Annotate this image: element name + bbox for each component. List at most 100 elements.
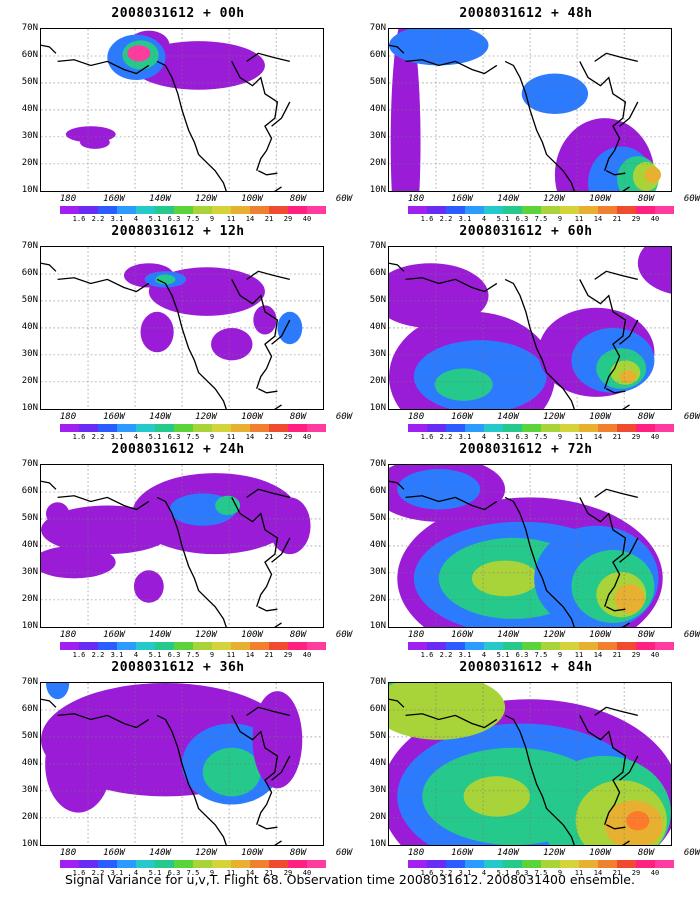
forecast-panel: 2008031612 + 24h 70N 60N 50N 40N 30N 20N 10N 180… xyxy=(8,442,352,660)
panel-title: 2008031612 + 84h xyxy=(459,660,593,675)
lon-label: 100W xyxy=(241,194,263,204)
lon-label: 80W xyxy=(289,194,307,204)
variance-region xyxy=(390,29,421,191)
lat-label: 70N xyxy=(21,241,38,251)
lat-label: 60N xyxy=(369,704,386,714)
coastline xyxy=(41,698,57,708)
colorbar-value: 29 xyxy=(283,433,293,441)
colorbar-value: 21 xyxy=(612,433,622,441)
colorbar-value: 1.6 xyxy=(72,651,86,659)
colorbar-value: 7.5 xyxy=(186,869,200,877)
variance-region xyxy=(253,305,277,335)
lon-label: 160W xyxy=(451,412,473,422)
lon-label: 140W xyxy=(149,630,171,640)
lat-label: 50N xyxy=(21,731,38,741)
lon-label: 60W xyxy=(683,630,700,640)
coastline xyxy=(405,277,498,293)
lon-label: 140W xyxy=(149,412,171,422)
colorbar-value: 29 xyxy=(283,869,293,877)
colorbar-value: 21 xyxy=(612,651,622,659)
colorbar-value: 40 xyxy=(650,215,660,223)
lat-label: 60N xyxy=(369,268,386,278)
colorbar-value: 1.6 xyxy=(420,433,434,441)
colorbar-value: 4 xyxy=(481,433,487,441)
coastline xyxy=(271,537,291,563)
coastline xyxy=(619,319,639,345)
colorbar xyxy=(408,424,674,432)
lon-label: 100W xyxy=(589,194,611,204)
colorbar-value: 3.1 xyxy=(110,433,124,441)
colorbar-value: 14 xyxy=(245,651,255,659)
colorbar-value: 4 xyxy=(481,215,487,223)
colorbar xyxy=(408,860,674,868)
colorbar-value: 11 xyxy=(574,651,584,659)
colorbar xyxy=(408,642,674,650)
panel-title: 2008031612 + 24h xyxy=(111,442,245,457)
colorbar-value: 5.1 xyxy=(496,433,510,441)
coastline xyxy=(41,480,57,490)
coastline xyxy=(231,497,279,607)
colorbar-value: 14 xyxy=(245,869,255,877)
lat-label: 40N xyxy=(369,104,386,114)
lon-label: 180 xyxy=(59,630,77,640)
colorbar-value: 2.2 xyxy=(439,433,453,441)
lon-label: 120W xyxy=(195,194,217,204)
lat-label: 20N xyxy=(369,376,386,386)
colorbar-value: 4 xyxy=(133,869,139,877)
variance-region xyxy=(41,505,174,555)
colorbar-value: 40 xyxy=(302,215,312,223)
colorbar-value: 3.1 xyxy=(458,433,472,441)
lat-label: 30N xyxy=(369,567,386,577)
coastline xyxy=(57,277,150,293)
lat-label: 60N xyxy=(21,704,38,714)
colorbar-value: 40 xyxy=(302,651,312,659)
lon-label: 80W xyxy=(289,848,307,858)
map-area xyxy=(388,28,672,192)
colorbar-value: 40 xyxy=(650,869,660,877)
lat-label: 10N xyxy=(21,185,38,195)
colorbar-value: 14 xyxy=(245,433,255,441)
coastline xyxy=(258,824,278,830)
lat-label: 30N xyxy=(369,349,386,359)
coastline xyxy=(389,262,405,272)
coastline xyxy=(594,270,638,281)
lat-label: 60N xyxy=(21,486,38,496)
coastline xyxy=(606,824,626,830)
coastline xyxy=(389,44,405,54)
lat-label: 10N xyxy=(369,185,386,195)
coastline xyxy=(57,713,150,729)
colorbar-value: 9 xyxy=(557,215,563,223)
coastline xyxy=(504,496,630,627)
colorbar-value: 2.2 xyxy=(91,433,105,441)
colorbar-value: 3.1 xyxy=(458,215,472,223)
lat-label: 20N xyxy=(21,812,38,822)
lon-label: 80W xyxy=(637,412,655,422)
coastline xyxy=(594,706,638,717)
colorbar-value: 2.2 xyxy=(91,651,105,659)
forecast-panel: 2008031612 + 84h 70N 60N 50N 40N 30N 20N 10N 180… xyxy=(356,660,700,878)
colorbar-value: 40 xyxy=(650,651,660,659)
forecast-panel: 2008031612 + 12h 70N 60N 50N 40N 30N 20N 10N 180… xyxy=(8,224,352,442)
coastline xyxy=(579,279,627,389)
colorbar-value: 6.3 xyxy=(515,433,529,441)
colorbar-value: 6.3 xyxy=(167,869,181,877)
coastline xyxy=(389,698,405,708)
lon-label: 160W xyxy=(451,194,473,204)
lon-label: 80W xyxy=(289,412,307,422)
panel-title: 2008031612 + 60h xyxy=(459,224,593,239)
lat-label: 40N xyxy=(21,758,38,768)
coastline xyxy=(579,497,627,607)
lat-label: 70N xyxy=(21,459,38,469)
panel-title: 2008031612 + 12h xyxy=(111,224,245,239)
colorbar-value: 11 xyxy=(226,869,236,877)
colorbar xyxy=(60,424,326,432)
lat-label: 50N xyxy=(369,513,386,523)
coastline xyxy=(57,59,150,75)
colorbar-value: 7.5 xyxy=(534,651,548,659)
variance-region xyxy=(637,247,671,294)
lat-label: 10N xyxy=(21,403,38,413)
coastline xyxy=(271,755,291,781)
lon-label: 100W xyxy=(241,848,263,858)
variance-region xyxy=(614,584,645,614)
lon-label: 80W xyxy=(637,194,655,204)
